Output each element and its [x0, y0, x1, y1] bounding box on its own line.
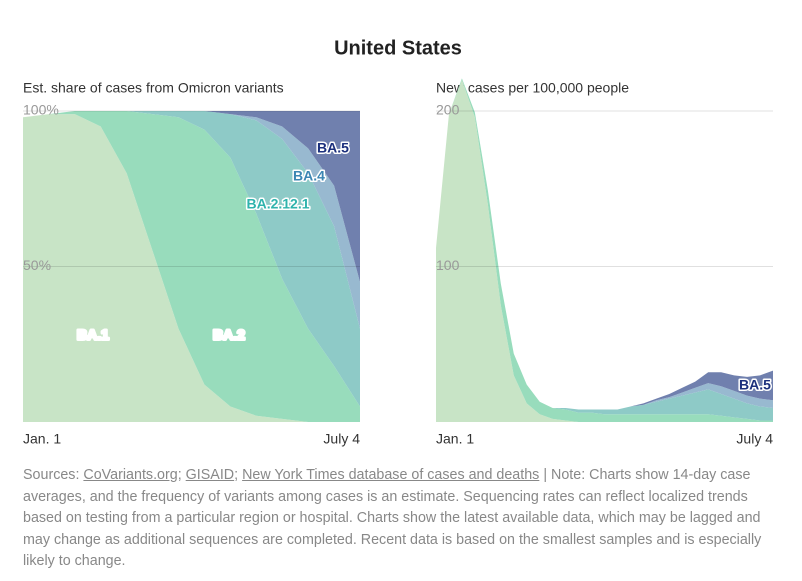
- footer: Sources: CoVariants.org; GISAID; New Yor…: [23, 465, 783, 573]
- series-label: BA.5: [317, 140, 349, 156]
- area: [436, 78, 773, 410]
- area: [436, 79, 773, 423]
- footer-text: ;: [177, 467, 186, 483]
- area: [23, 111, 360, 283]
- x-tick-label: Jan. 1: [23, 431, 61, 447]
- series-label: BA.5: [739, 377, 771, 393]
- area: [23, 114, 360, 423]
- area: [23, 111, 360, 407]
- footer-text: | Note: Charts show 14-day case averages…: [23, 467, 762, 569]
- area: [23, 111, 360, 422]
- page-title: United States: [334, 37, 462, 59]
- series-label: BA.4: [293, 168, 325, 184]
- charts: United States Est. share of cases from O…: [23, 37, 773, 447]
- footer-text: Sources:: [23, 467, 84, 483]
- series-label: BA.1: [77, 327, 109, 343]
- source-link[interactable]: CoVariants.org: [83, 467, 178, 483]
- series-label: BA.2.12.1: [246, 196, 309, 212]
- x-tick-label: Jan. 1: [436, 431, 474, 447]
- chart-subtitle: Est. share of cases from Omicron variant…: [23, 80, 284, 96]
- x-tick-label: July 4: [323, 431, 360, 447]
- y-tick-label: 100: [436, 257, 460, 273]
- y-tick-label: 200: [436, 102, 460, 118]
- series-label: BA.2: [213, 327, 245, 343]
- y-tick-label: 100%: [23, 102, 59, 118]
- footer-text: ;: [234, 467, 243, 483]
- source-link[interactable]: New York Times database of cases and dea…: [242, 467, 540, 483]
- source-link[interactable]: GISAID: [185, 467, 235, 483]
- x-tick-label: July 4: [736, 431, 773, 447]
- chart-subtitle: New cases per 100,000 people: [436, 80, 629, 96]
- y-tick-label: 50%: [23, 257, 51, 273]
